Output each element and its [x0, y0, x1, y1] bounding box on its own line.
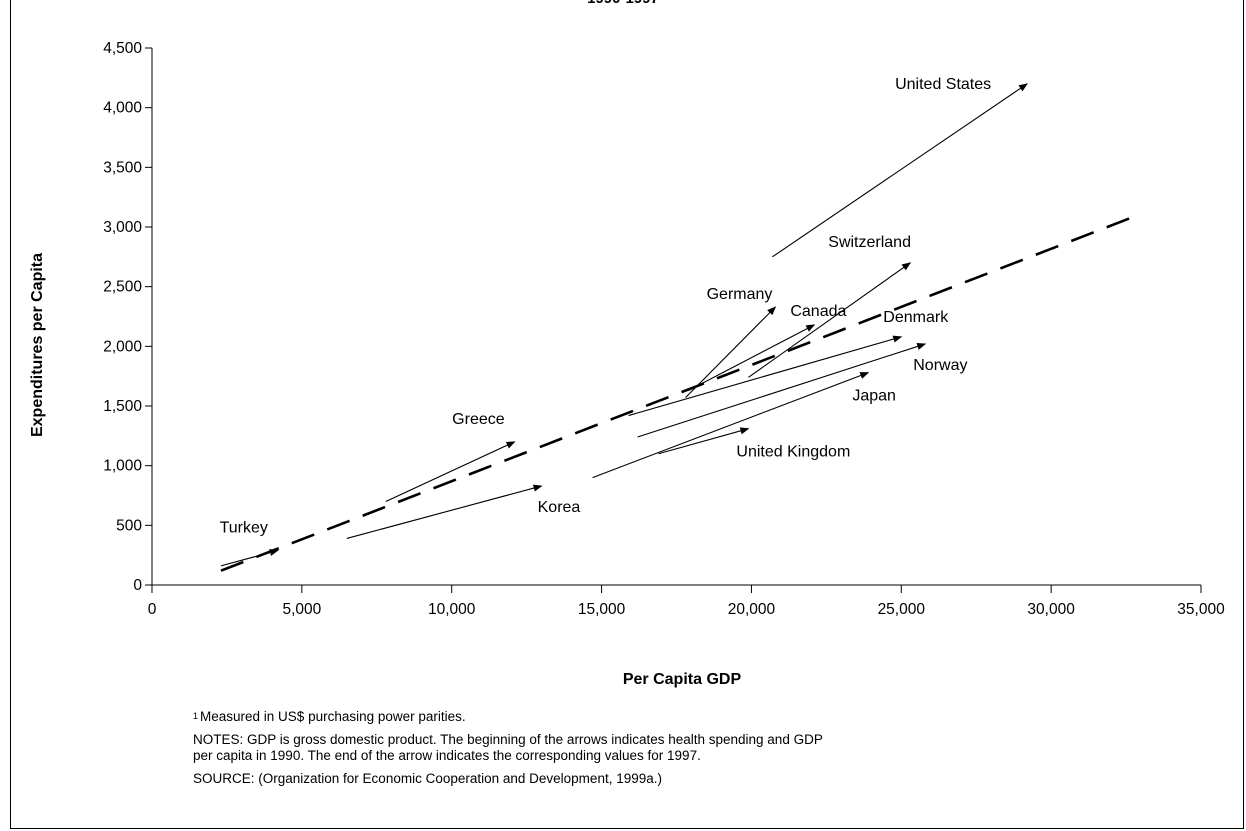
label-germany: Germany	[707, 286, 773, 303]
arrow-turkey	[220, 549, 279, 567]
label-united-states: United States	[895, 76, 991, 93]
footnote-marker: 1	[193, 711, 199, 721]
label-greece: Greece	[452, 411, 505, 428]
label-denmark: Denmark	[883, 309, 949, 326]
arrow-korea	[346, 484, 543, 539]
x-tick-label: 20,000	[728, 601, 776, 618]
y-tick-label: 0	[133, 577, 142, 594]
label-canada: Canada	[790, 303, 846, 320]
y-tick-label: 4,000	[103, 100, 142, 117]
y-tick-label: 4,500	[103, 40, 142, 57]
y-tick-label: 3,500	[103, 159, 142, 176]
footnote-text: Measured in US$ purchasing power paritie…	[200, 709, 466, 724]
arrow-canada	[688, 324, 816, 391]
footnote: 1 Measured in US$ purchasing power pariti…	[193, 708, 1143, 725]
y-tick-label: 500	[116, 517, 142, 534]
arrow-japan	[592, 372, 870, 479]
label-turkey: Turkey	[220, 519, 268, 536]
y-tick-label: 2,000	[103, 338, 142, 355]
trend-line	[220, 215, 1136, 572]
chart-frame	[10, 0, 1244, 829]
y-tick-label: 1,500	[103, 398, 142, 415]
x-tick-label: 25,000	[878, 601, 926, 618]
x-tick-label: 10,000	[428, 601, 476, 618]
trend-line-group	[220, 215, 1136, 572]
label-norway: Norway	[913, 357, 967, 374]
x-tick-label: 5,000	[282, 601, 321, 618]
label-korea: Korea	[538, 499, 581, 516]
source-text: SOURCE: (Organization for Economic Coope…	[193, 771, 662, 786]
country-arrows	[220, 83, 1028, 567]
x-axis-title: Per Capita GDP	[623, 671, 742, 688]
arrow-greece	[385, 441, 516, 502]
arrow-switzerland	[748, 262, 912, 378]
country-labels: Turkey Greece Korea United Kingdom Japan Norw…	[220, 76, 992, 537]
arrow-norway	[637, 343, 927, 438]
x-tick-label: 0	[148, 601, 157, 618]
y-tick-label: 1,000	[103, 458, 142, 475]
axes	[151, 48, 1201, 586]
y-axis-title: Expenditures per Capita	[29, 253, 46, 437]
ticks: 0 500 1,000 1,500 2,000 2,500 3,000 3,500 4,000 4…	[103, 40, 1225, 618]
notes-line-1: NOTES: GDP is gross domestic product. Th…	[193, 732, 823, 747]
label-united-kingdom: United Kingdom	[736, 444, 850, 461]
chart-notes: 1 Measured in US$ purchasing power pariti…	[193, 708, 1143, 796]
x-tick-label: 35,000	[1177, 601, 1225, 618]
x-tick-label: 30,000	[1027, 601, 1075, 618]
label-japan: Japan	[852, 388, 896, 405]
arrow-germany	[685, 306, 777, 399]
notes-line-2: per capita in 1990. The end of the arrow…	[193, 748, 701, 763]
arrow-united-kingdom	[658, 427, 750, 455]
x-tick-label: 15,000	[578, 601, 626, 618]
chart-title: 1990-1997	[587, 0, 659, 7]
y-tick-label: 2,500	[103, 279, 142, 296]
notes-text: NOTES: GDP is gross domestic product. Th…	[193, 732, 1143, 764]
arrow-united-states	[772, 83, 1028, 258]
arrow-denmark	[628, 335, 903, 417]
label-switzerland: Switzerland	[828, 234, 911, 251]
y-tick-label: 3,000	[103, 219, 142, 236]
